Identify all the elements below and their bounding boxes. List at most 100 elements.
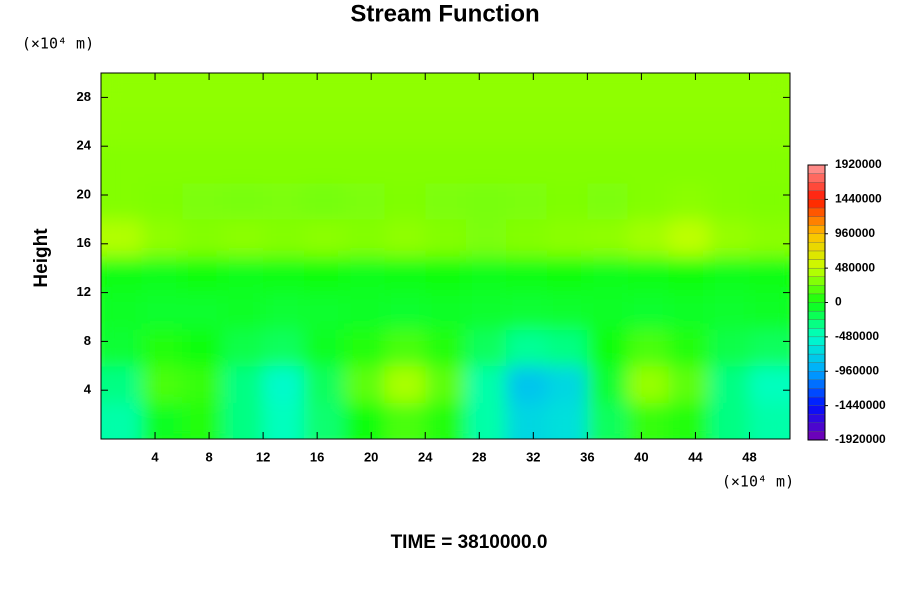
x-tick-label: 44 — [688, 449, 703, 464]
cell — [587, 109, 629, 147]
colorbar-band — [807, 371, 826, 380]
cell — [627, 329, 669, 367]
cell — [141, 402, 183, 439]
cell — [708, 73, 750, 111]
colorbar-band — [807, 216, 826, 226]
cell — [182, 365, 224, 403]
cell — [546, 292, 588, 330]
colorbar-band — [807, 276, 826, 286]
cell — [506, 219, 548, 257]
plot-frame — [100, 72, 791, 440]
cell — [141, 292, 183, 330]
cell — [182, 146, 224, 184]
x-tick-label: 8 — [205, 449, 212, 464]
colorbar-band — [807, 345, 826, 355]
cell — [344, 365, 386, 403]
cell — [668, 292, 710, 330]
colorbar-label: 960000 — [835, 226, 875, 240]
heatmap — [101, 73, 790, 439]
cell — [303, 329, 345, 367]
cell — [627, 292, 669, 330]
cell — [101, 219, 143, 257]
cell — [141, 219, 183, 257]
colorbar-band — [807, 242, 826, 252]
colorbar-band — [807, 362, 826, 372]
cell — [668, 256, 710, 294]
colorbar-band — [807, 285, 826, 295]
cell — [344, 182, 386, 220]
cell — [465, 182, 507, 220]
cell — [708, 182, 750, 220]
cell — [749, 292, 790, 330]
y-tick-label: 12 — [77, 284, 91, 299]
cell — [425, 256, 467, 294]
cell — [101, 292, 143, 330]
cell — [708, 256, 750, 294]
cell — [182, 109, 224, 147]
cell — [506, 73, 548, 111]
colorbar-band — [807, 293, 826, 303]
y-tick-label: 8 — [84, 333, 91, 348]
cell — [506, 292, 548, 330]
cell — [749, 109, 790, 147]
x-tick-label: 40 — [634, 449, 648, 464]
cell — [303, 109, 345, 147]
y-tick-label: 28 — [77, 89, 91, 104]
y-unit: (×10⁴ m) — [22, 35, 94, 53]
cell — [141, 73, 183, 111]
cell — [182, 402, 224, 439]
cell — [668, 182, 710, 220]
cell — [101, 109, 143, 147]
cell — [587, 329, 629, 367]
cell — [708, 329, 750, 367]
cell — [303, 146, 345, 184]
cell — [384, 402, 426, 439]
cell — [465, 329, 507, 367]
cell — [546, 402, 588, 439]
cell — [141, 256, 183, 294]
cell — [425, 219, 467, 257]
cell — [182, 329, 224, 367]
cell — [627, 219, 669, 257]
colorbar-label: 480000 — [835, 260, 875, 274]
cell — [101, 73, 143, 111]
cell — [627, 182, 669, 220]
colorbar-band — [807, 310, 826, 320]
cell — [303, 256, 345, 294]
cell — [749, 402, 790, 439]
cell — [263, 182, 305, 220]
cell — [425, 402, 467, 439]
cell — [587, 146, 629, 184]
cell — [708, 365, 750, 403]
cell — [263, 329, 305, 367]
colorbar-band — [807, 319, 826, 329]
cell — [465, 146, 507, 184]
cell — [749, 256, 790, 294]
cell — [101, 329, 143, 367]
cell — [384, 329, 426, 367]
cell — [506, 329, 548, 367]
cell — [668, 329, 710, 367]
cell — [668, 73, 710, 111]
colorbar-band — [807, 422, 826, 432]
colorbar-label: 1920000 — [835, 157, 882, 171]
cell — [384, 219, 426, 257]
cell — [263, 73, 305, 111]
cell — [222, 146, 264, 184]
x-tick-label: 32 — [526, 449, 540, 464]
cell — [182, 256, 224, 294]
cell — [263, 365, 305, 403]
cell — [587, 292, 629, 330]
cell — [182, 219, 224, 257]
cell — [627, 402, 669, 439]
cell — [587, 219, 629, 257]
cell — [546, 109, 588, 147]
cell — [182, 73, 224, 111]
cell — [384, 365, 426, 403]
cell — [708, 109, 750, 147]
colorbar-label: -960000 — [835, 363, 879, 377]
cell — [384, 73, 426, 111]
cell — [344, 292, 386, 330]
cell — [303, 73, 345, 111]
